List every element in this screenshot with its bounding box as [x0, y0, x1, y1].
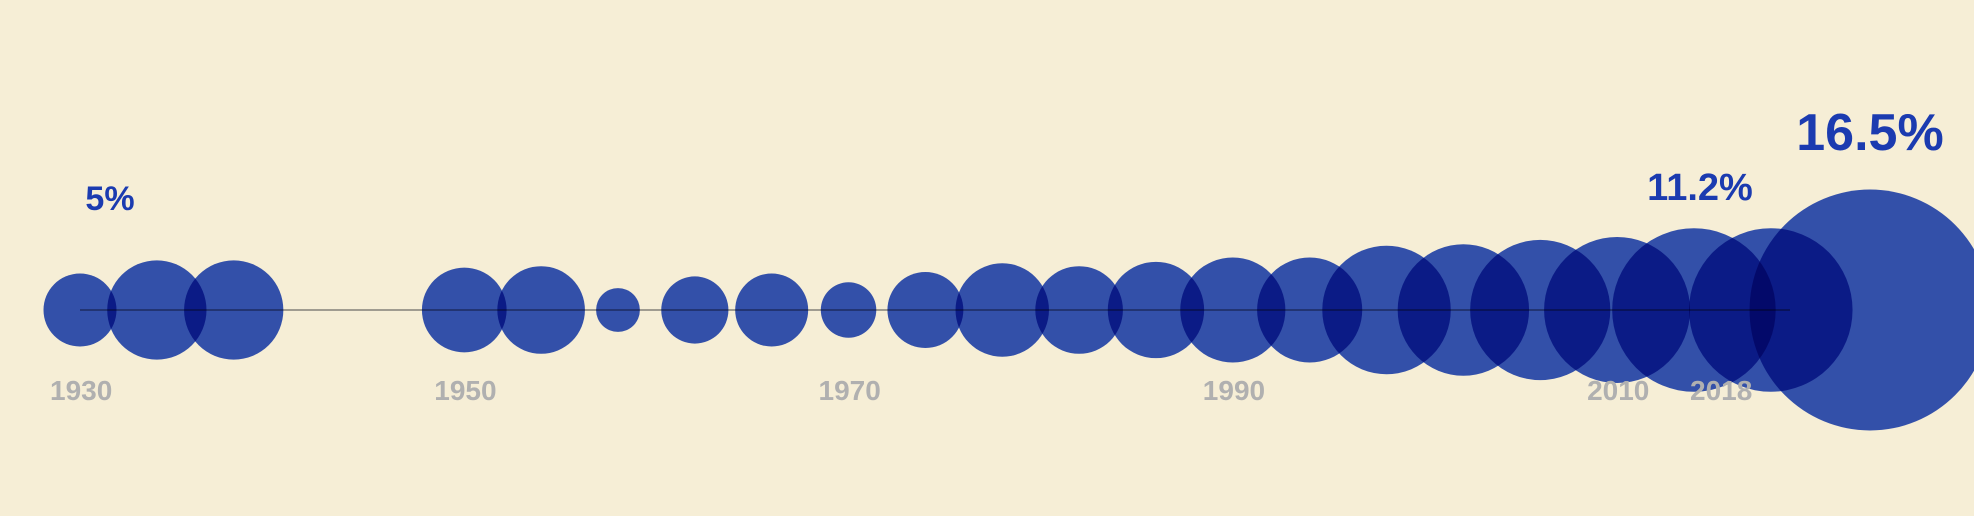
- year-label: 2010: [1587, 375, 1649, 406]
- data-bubble: [497, 266, 585, 354]
- data-bubble: [735, 274, 808, 347]
- year-label: 1950: [434, 375, 496, 406]
- data-bubble: [184, 260, 283, 359]
- data-bubble: [887, 272, 963, 348]
- data-bubble: [821, 282, 876, 337]
- year-label: 1990: [1203, 375, 1265, 406]
- data-bubble: [661, 276, 728, 343]
- year-label: 1930: [50, 375, 112, 406]
- year-label: 1970: [819, 375, 881, 406]
- callout-label: 5%: [85, 180, 134, 218]
- callout-label: 16.5%: [1796, 104, 1943, 162]
- callout-label: 11.2%: [1647, 167, 1753, 209]
- year-label: 2018: [1690, 375, 1752, 406]
- data-bubble: [956, 263, 1049, 356]
- bubble-timeline-chart: 1930 1950 1970 1990 2010 2018 5% 11.2% 16.5%: [0, 0, 1974, 516]
- data-bubble: [596, 288, 640, 332]
- data-bubble: [422, 268, 507, 353]
- data-bubble: [44, 274, 117, 347]
